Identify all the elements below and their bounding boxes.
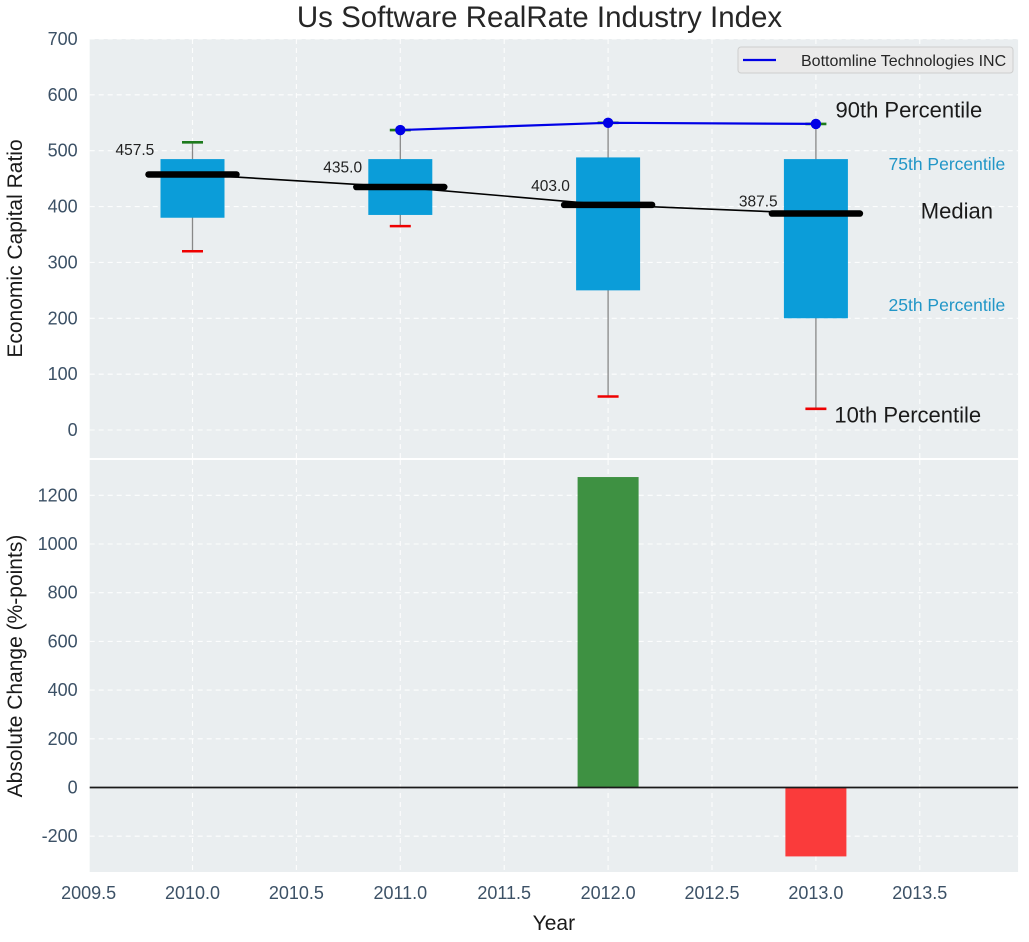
- svg-text:75th Percentile: 75th Percentile: [889, 154, 1006, 174]
- svg-text:400: 400: [48, 197, 78, 217]
- svg-text:2010.5: 2010.5: [269, 883, 324, 903]
- svg-text:800: 800: [48, 583, 78, 603]
- svg-text:2012.5: 2012.5: [684, 883, 739, 903]
- svg-text:2013.5: 2013.5: [892, 883, 947, 903]
- svg-text:Economic Capital Ratio: Economic Capital Ratio: [4, 139, 27, 357]
- svg-text:10th Percentile: 10th Percentile: [834, 403, 981, 428]
- svg-text:200: 200: [48, 729, 78, 749]
- svg-text:387.5: 387.5: [739, 193, 778, 210]
- svg-text:0: 0: [68, 778, 78, 798]
- svg-text:2010.0: 2010.0: [165, 883, 220, 903]
- svg-text:Median: Median: [921, 199, 993, 224]
- svg-text:Us Software RealRate Industry: Us Software RealRate Industry Index: [297, 1, 783, 34]
- svg-text:2012.0: 2012.0: [581, 883, 636, 903]
- svg-text:Year: Year: [533, 912, 575, 935]
- svg-text:403.0: 403.0: [531, 178, 570, 195]
- svg-text:1200: 1200: [38, 485, 78, 505]
- svg-text:600: 600: [48, 631, 78, 651]
- svg-text:435.0: 435.0: [323, 160, 362, 177]
- svg-text:Bottomline Technologies INC: Bottomline Technologies INC: [801, 53, 1006, 70]
- svg-text:0: 0: [68, 420, 78, 440]
- svg-text:600: 600: [48, 85, 78, 105]
- svg-text:200: 200: [48, 308, 78, 328]
- svg-text:1000: 1000: [38, 534, 78, 554]
- svg-text:25th Percentile: 25th Percentile: [889, 295, 1006, 315]
- svg-text:2011.0: 2011.0: [373, 883, 427, 903]
- svg-text:Absolute Change (%-points): Absolute Change (%-points): [4, 535, 27, 798]
- svg-text:2013.0: 2013.0: [788, 883, 843, 903]
- svg-text:457.5: 457.5: [116, 142, 155, 159]
- svg-text:2011.5: 2011.5: [477, 883, 531, 903]
- svg-text:90th Percentile: 90th Percentile: [836, 98, 983, 123]
- svg-text:400: 400: [48, 680, 78, 700]
- svg-text:300: 300: [48, 252, 78, 272]
- svg-text:500: 500: [48, 141, 78, 161]
- svg-text:100: 100: [48, 364, 78, 384]
- svg-text:700: 700: [48, 29, 78, 49]
- svg-text:-200: -200: [42, 826, 78, 846]
- svg-text:2009.5: 2009.5: [61, 883, 116, 903]
